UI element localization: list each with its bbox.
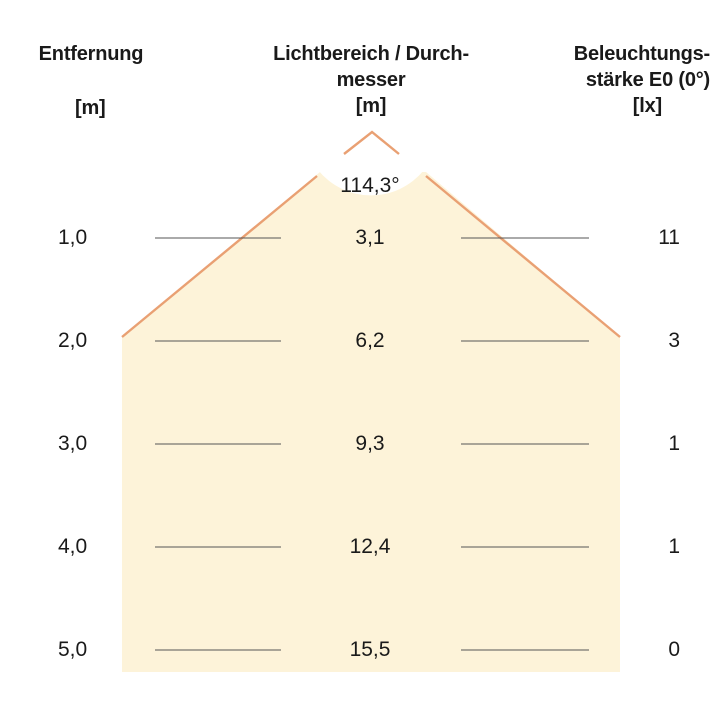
diameter-header: Lichtbereich / Durch- messer [m]	[240, 41, 502, 119]
diameter-value: 6,2	[355, 329, 385, 352]
illuminance-value: 3	[668, 329, 680, 352]
diameter-value: 9,3	[355, 432, 385, 455]
illuminance-value: 1	[668, 535, 680, 558]
beam-edge-left	[121, 175, 318, 338]
distance-value: 5,0	[58, 638, 88, 661]
angle-arc-cutout	[318, 170, 424, 196]
illuminance-value: 1	[668, 432, 680, 455]
illuminance-header-title: Beleuchtungs-	[573, 43, 710, 65]
illuminance-value: 11	[658, 226, 680, 249]
distance-header-title: Entfernung	[38, 43, 144, 65]
distance-value: 2,0	[58, 329, 88, 352]
diameter-header-unit: [m]	[355, 95, 387, 117]
beam-angle-label: 114,3°	[340, 174, 400, 197]
illuminance-header-unit: [lx]	[632, 95, 662, 117]
diameter-value: 15,5	[349, 638, 391, 661]
illuminance-value: 0	[668, 638, 680, 661]
distance-header: Entfernung [m]	[38, 41, 144, 121]
row-rules	[155, 237, 589, 651]
beam-edge-right	[425, 175, 621, 338]
beam-apex	[343, 130, 400, 155]
illuminance-header: Beleuchtungs- stärke E0 (0°) [lx]	[520, 41, 710, 119]
illuminance-header-title-cont: stärke E0 (0°)	[585, 69, 710, 91]
distance-value: 3,0	[58, 432, 88, 455]
distance-header-unit: [m]	[75, 97, 106, 119]
distance-value: 1,0	[58, 226, 88, 249]
diameter-header-title-cont: messer	[336, 69, 406, 91]
diameter-header-title: Lichtbereich / Durch-	[273, 43, 469, 65]
diameter-value: 12,4	[349, 535, 391, 558]
diameter-value: 3,1	[355, 226, 385, 249]
distance-value: 4,0	[58, 535, 88, 558]
